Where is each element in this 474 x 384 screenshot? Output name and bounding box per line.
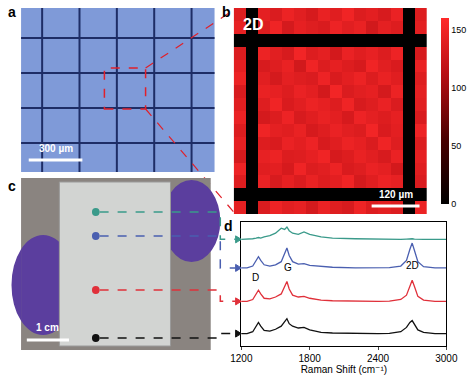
svg-text:1200: 1200 xyxy=(230,353,253,364)
svg-text:3000: 3000 xyxy=(435,353,458,364)
svg-text:c: c xyxy=(8,178,16,194)
svg-text:2D: 2D xyxy=(406,260,419,271)
svg-text:120 µm: 120 µm xyxy=(379,189,413,200)
svg-text:50: 50 xyxy=(451,141,461,151)
svg-text:D: D xyxy=(252,272,259,283)
svg-text:0: 0 xyxy=(451,199,456,209)
svg-text:2400: 2400 xyxy=(367,353,390,364)
svg-text:b: b xyxy=(222,4,231,20)
svg-text:100: 100 xyxy=(451,83,466,93)
svg-text:d: d xyxy=(224,218,233,234)
svg-text:a: a xyxy=(8,4,16,20)
svg-text:1800: 1800 xyxy=(299,353,322,364)
svg-text:300 µm: 300 µm xyxy=(39,143,73,154)
svg-text:150: 150 xyxy=(451,25,466,35)
svg-text:G: G xyxy=(284,262,292,273)
svg-text:1 cm: 1 cm xyxy=(36,322,59,333)
svg-text:2D: 2D xyxy=(243,16,263,33)
svg-text:Raman Shift (cm⁻¹): Raman Shift (cm⁻¹) xyxy=(301,364,387,375)
